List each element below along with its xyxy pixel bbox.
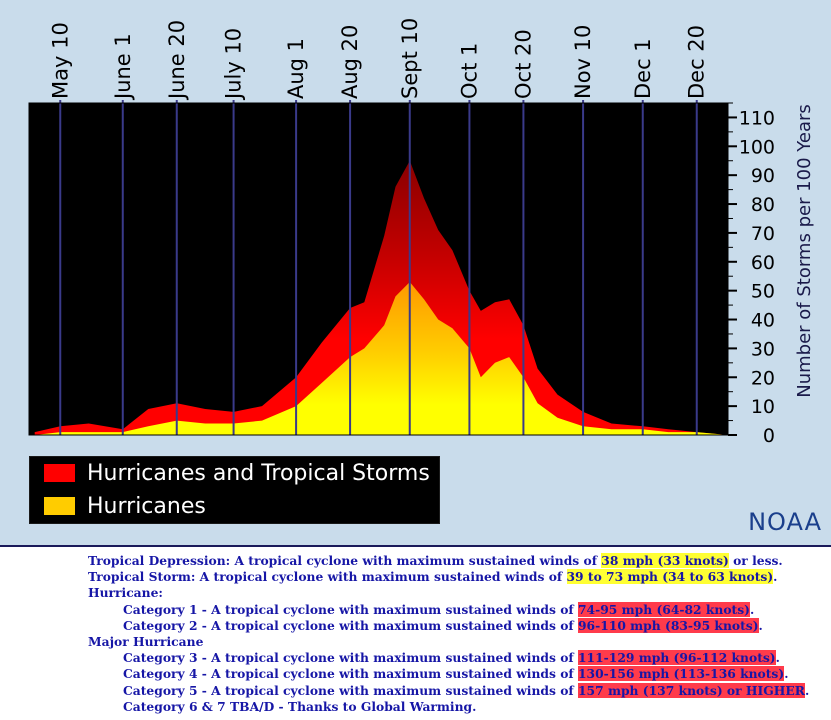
def-cat3-text: Category 3 - A tropical cyclone with max…	[123, 650, 578, 666]
y-tick-label: 80	[751, 194, 775, 216]
def-td-text: Tropical Depression: A tropical cyclone …	[88, 553, 602, 568]
def-cat2-value: 96-110 mph (83-95 knots)	[578, 617, 759, 633]
date-tick-label: July 10	[222, 28, 246, 101]
def-cat4-value: 130-156 mph (113-136 knots)	[578, 666, 785, 682]
def-tropical-depression: Tropical Depression: A tropical cyclone …	[88, 553, 828, 569]
legend-label-storms: Hurricanes and Tropical Storms	[87, 460, 430, 486]
storm-definitions: Tropical Depression: A tropical cyclone …	[88, 553, 828, 715]
date-tick-label: June 20	[165, 20, 189, 101]
y-tick-label: 50	[751, 281, 775, 303]
def-ts-text: Tropical Storm: A tropical cyclone with …	[88, 569, 567, 585]
date-tick-label: Oct 1	[457, 43, 481, 99]
area-hurricanes-and-storms	[34, 160, 728, 435]
def-category-2: Category 2 - A tropical cyclone with max…	[88, 617, 828, 634]
def-tropical-storm: Tropical Storm: A tropical cyclone with …	[88, 569, 828, 585]
def-cat1-value: 74-95 mph (64-82 knots)	[578, 601, 750, 617]
date-tick-label: Sept 10	[398, 18, 422, 99]
y-tick-label: 70	[751, 223, 775, 245]
def-ts-suffix: .	[773, 569, 778, 585]
legend-swatch-hurricanes	[44, 497, 75, 515]
def-category-3: Category 3 - A tropical cyclone with max…	[88, 650, 828, 666]
def-category-1: Category 1 - A tropical cyclone with max…	[88, 601, 828, 618]
date-tick-label: Aug 1	[284, 38, 308, 99]
date-tick-label: Nov 10	[571, 25, 595, 99]
date-tick-label: Aug 20	[338, 25, 362, 99]
def-td-suffix: or less.	[728, 553, 783, 568]
y-tick-label: 0	[763, 425, 775, 447]
def-category-5: Category 5 - A tropical cyclone with max…	[88, 682, 828, 699]
def-cat2-suffix: .	[758, 617, 763, 633]
def-cat3-value: 111-129 mph (96-112 knots)	[578, 650, 776, 666]
chart-legend: Hurricanes and Tropical Storms Hurricane…	[29, 456, 440, 524]
def-ts-value: 39 to 73 mph (34 to 63 knots)	[566, 569, 774, 585]
y-tick-label: 40	[751, 310, 775, 332]
legend-item-storms: Hurricanes and Tropical Storms	[44, 459, 430, 487]
chart-panel: May 10 June 1 June 20 July 10 Aug 1 Aug 20 Sep…	[0, 0, 831, 547]
date-tick-label: Dec 20	[685, 25, 709, 99]
y-tick-label: 110	[739, 107, 775, 129]
def-category-6-7: Category 6 & 7 TBA/D - Thanks to Global …	[123, 698, 477, 714]
def-cat1-suffix: .	[749, 601, 755, 617]
def-cat5-text: Category 5 - A tropical cyclone with max…	[123, 682, 578, 698]
def-cat1-text: Category 1 - A tropical cyclone with max…	[123, 601, 578, 617]
plot-border	[28, 102, 729, 436]
source-credit: NOAA	[748, 508, 822, 536]
y-axis-title: Number of Storms per 100 Years	[794, 104, 815, 398]
def-cat4-suffix: .	[784, 666, 789, 682]
def-hurricane-heading: Hurricane:	[88, 585, 163, 601]
def-cat3-suffix: .	[775, 650, 780, 666]
def-category-4: Category 4 - A tropical cyclone with max…	[88, 666, 828, 682]
def-cat4-text: Category 4 - A tropical cyclone with max…	[123, 666, 578, 682]
date-tick-label: June 1	[111, 33, 135, 101]
date-tick-label: May 10	[48, 22, 72, 99]
storm-frequency-chart: May 10 June 1 June 20 July 10 Aug 1 Aug 20 Sep…	[28, 18, 815, 447]
legend-item-hurricanes: Hurricanes	[44, 492, 206, 520]
def-major-hurricane-heading: Major Hurricane	[88, 634, 204, 650]
legend-swatch-storms	[44, 464, 75, 482]
y-tick-label: 60	[751, 252, 775, 274]
legend-label-hurricanes: Hurricanes	[87, 493, 206, 519]
y-tick-label: 30	[751, 338, 775, 360]
date-tick-label: Dec 1	[631, 38, 655, 99]
y-tick-label: 10	[751, 396, 775, 418]
y-tick-label: 90	[751, 165, 775, 187]
date-tick-label: Oct 20	[511, 29, 535, 99]
area-hurricanes	[34, 282, 728, 435]
def-cat5-value: 157 mph (137 knots) or HIGHER	[578, 682, 805, 698]
def-td-value: 38 mph (33 knots)	[601, 553, 729, 568]
def-cat2-text: Category 2 - A tropical cyclone with max…	[123, 617, 578, 633]
y-tick-label: 100	[739, 136, 775, 158]
def-cat5-suffix: .	[804, 682, 810, 698]
y-tick-label: 20	[751, 367, 775, 389]
